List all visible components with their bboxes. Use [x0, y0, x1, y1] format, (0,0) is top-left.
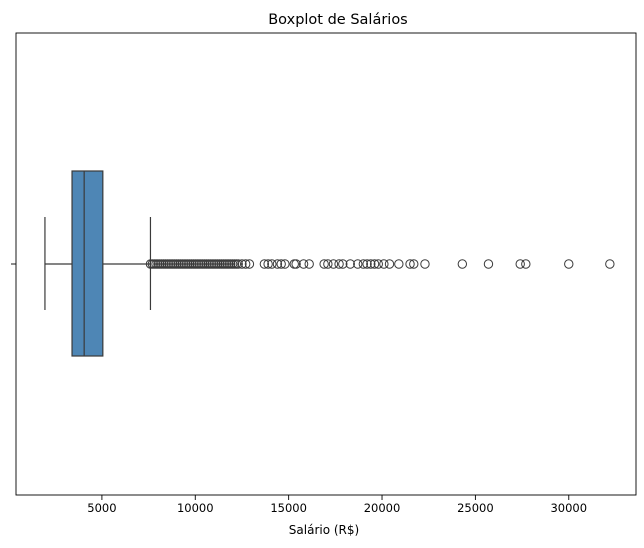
outlier-point	[304, 259, 314, 269]
box-group	[44, 170, 152, 357]
outlier-point	[328, 259, 339, 269]
outlier-points	[145, 259, 615, 269]
outlier-point	[276, 259, 286, 269]
x-tick-label: 15000	[270, 501, 307, 515]
outlier-point	[515, 259, 525, 269]
outlier-point	[233, 259, 243, 269]
outlier-point	[272, 259, 283, 269]
outlier-point	[289, 259, 299, 269]
outlier-point	[457, 259, 468, 269]
outlier-point	[237, 259, 247, 269]
outlier-point	[521, 259, 531, 269]
outlier-point	[394, 259, 404, 269]
outlier-point	[263, 259, 273, 269]
outlier-point	[244, 259, 255, 269]
outlier-point	[358, 259, 369, 269]
x-tick-label: 25000	[457, 501, 494, 515]
outlier-point	[483, 259, 494, 269]
outlier-point	[405, 259, 415, 269]
outlier-point	[280, 259, 290, 269]
outlier-point	[564, 259, 574, 269]
outlier-point	[353, 259, 363, 269]
x-tick-label: 5000	[87, 501, 116, 515]
outlier-point	[369, 259, 380, 269]
outlier-point	[366, 259, 376, 269]
outlier-point	[259, 259, 270, 269]
outlier-point	[345, 259, 355, 269]
outlier-point	[362, 259, 372, 269]
outlier-point	[240, 259, 251, 269]
outlier-point	[291, 259, 301, 269]
chart-title: Boxplot de Salários	[268, 12, 408, 28]
outlier-point	[409, 259, 419, 269]
x-tick-label: 20000	[364, 501, 401, 515]
outlier-point	[319, 259, 329, 269]
outlier-point	[420, 259, 430, 269]
outlier-point	[605, 259, 615, 269]
x-tick-label: 30000	[550, 501, 587, 515]
x-tick-label: 10000	[177, 501, 214, 515]
x-axis-label: Salário (R$)	[289, 523, 359, 537]
outlier-point	[323, 259, 333, 269]
x-axis-ticks: 5000 10000 15000 20000 25000 30000	[87, 495, 587, 515]
outlier-point	[298, 259, 309, 269]
outlier-point	[334, 259, 344, 269]
outlier-point	[379, 259, 389, 269]
outlier-point	[384, 259, 395, 269]
outlier-point	[267, 259, 277, 269]
iqr-box	[71, 170, 104, 357]
outlier-point	[338, 259, 348, 269]
outlier-point	[373, 259, 383, 269]
